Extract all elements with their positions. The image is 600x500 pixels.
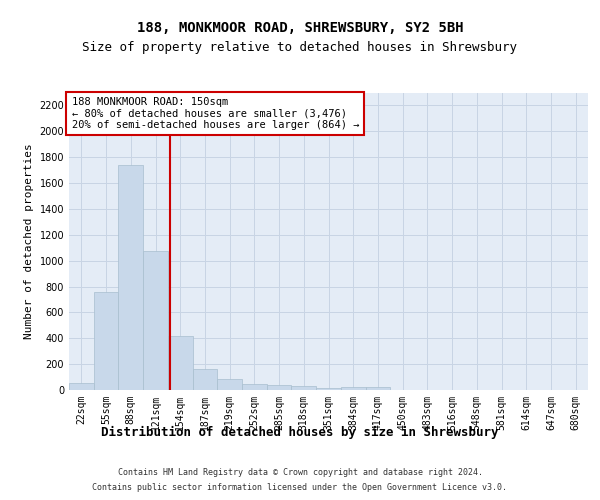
Text: 188, MONKMOOR ROAD, SHREWSBURY, SY2 5BH: 188, MONKMOOR ROAD, SHREWSBURY, SY2 5BH — [137, 20, 463, 34]
Bar — [94, 292, 118, 390]
Bar — [292, 386, 316, 390]
Bar — [365, 388, 390, 390]
Bar — [316, 388, 341, 390]
Bar — [242, 384, 267, 390]
Bar — [118, 165, 143, 390]
Bar — [69, 383, 94, 390]
Bar — [341, 388, 365, 390]
Text: Contains public sector information licensed under the Open Government Licence v3: Contains public sector information licen… — [92, 483, 508, 492]
Text: Contains HM Land Registry data © Crown copyright and database right 2024.: Contains HM Land Registry data © Crown c… — [118, 468, 482, 477]
Text: Distribution of detached houses by size in Shrewsbury: Distribution of detached houses by size … — [101, 426, 499, 439]
Bar — [267, 384, 292, 390]
Bar — [143, 251, 168, 390]
Bar — [193, 370, 217, 390]
Text: Size of property relative to detached houses in Shrewsbury: Size of property relative to detached ho… — [83, 41, 517, 54]
Bar — [217, 379, 242, 390]
Text: 188 MONKMOOR ROAD: 150sqm
← 80% of detached houses are smaller (3,476)
20% of se: 188 MONKMOOR ROAD: 150sqm ← 80% of detac… — [71, 97, 359, 130]
Bar — [168, 336, 193, 390]
Y-axis label: Number of detached properties: Number of detached properties — [24, 144, 34, 339]
